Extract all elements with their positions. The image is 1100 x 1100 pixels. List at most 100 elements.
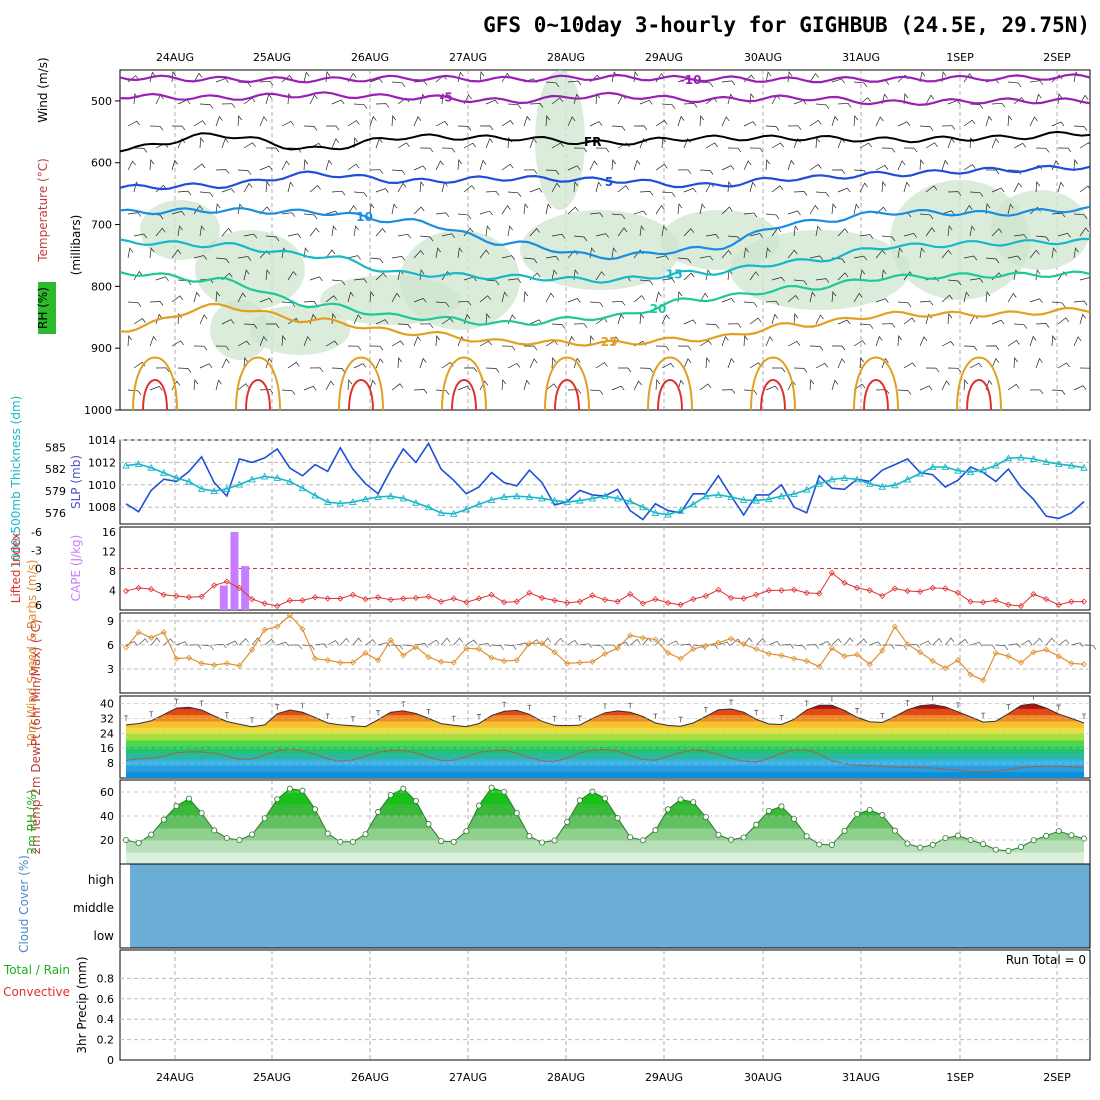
thickness-point [412,498,420,506]
wind-barb [485,279,500,286]
wind-speed-point [425,653,432,661]
wind-barb [177,225,183,237]
wind-barb [969,225,976,237]
wind-barb [683,137,691,149]
wind-barb [699,383,712,391]
wind-barb [721,249,732,259]
wind-barb [353,191,368,198]
precip-ytick-label: 0 [107,1054,114,1067]
top-date-1: 25AUG [253,51,291,64]
temp-minmax-bar [426,708,431,715]
wind-barb [353,363,367,369]
wind-barb [947,100,961,105]
wind-barb [215,379,222,391]
wind-barb [765,159,770,171]
bottom-date-0: 24AUG [156,1071,194,1084]
wind-barb [243,269,250,281]
wind-speed-point [450,659,457,666]
thickness-point [588,494,597,502]
wind-barb [947,225,953,237]
li-point [122,587,130,595]
wind-barb [303,385,317,391]
thickness-point [840,474,849,481]
wind-barb [611,336,620,347]
wind-barb [237,383,250,391]
wind-barb [1079,313,1086,325]
wind-barb [683,103,698,108]
rh-point [387,792,394,799]
wind-barb [199,363,213,369]
surface-wind-barb [554,637,564,646]
wind-barb [413,250,424,259]
top-date-labels: 24AUG 25AUG 26AUG 27AUG 28AUG 29AUG 30AUG 31AUG… [156,51,1071,64]
li-point [513,598,520,605]
wind-barb [963,379,969,391]
wind-barb [177,138,186,149]
rh-band [126,787,1084,793]
wind-barb [419,357,427,369]
thickness-point [689,500,697,508]
temp-ytick-label: 32 [100,712,114,725]
bottom-date-9: 2SEP [1043,1071,1071,1084]
rh-point [186,795,193,802]
slp-ytick-label: 1008 [88,501,116,514]
wind-barb [683,272,695,281]
wind-speed-point [236,662,243,669]
temp-minmax-bar [603,703,607,709]
surface-wind-barb [869,641,882,647]
temp-minmax-bar [855,708,860,714]
wind-barb [419,323,434,329]
surface-wind-barb [315,643,328,649]
wind-barb [1073,125,1088,131]
wind-barb [1073,300,1088,306]
wind-speed-point [879,647,886,654]
wind-barb [265,323,280,329]
rh-point [551,837,558,844]
isotherm-line [120,205,1090,261]
wind-speed-point [1005,653,1012,660]
wind-barb [727,147,742,153]
wind-barb [837,319,851,325]
wind-barb [941,71,947,83]
cape-ytick-label: 12 [102,545,116,558]
thickness-point [273,474,282,481]
wind-barb [699,169,714,175]
wind-barb [435,301,450,308]
wind-barb [1051,389,1066,395]
wind-barb [859,323,874,329]
wind-barb [963,164,976,171]
wind-barb [618,367,632,373]
surface-wind-barb [945,637,955,646]
rh-point [854,810,861,817]
bottom-date-6: 30AUG [744,1071,782,1084]
wind-barb [155,276,169,282]
wind-barb [611,125,626,131]
wind-barb [947,137,955,149]
wind-barb [831,115,839,127]
wind-barb [1079,142,1090,149]
wind-barb [325,340,338,347]
cloud-level-high: high [88,873,114,887]
wind-barb [721,206,733,215]
wind-barb [375,103,390,108]
wind-barb [969,278,984,283]
wind-speed-point [904,641,911,648]
temp-contour-30 [956,356,1002,410]
temp-ylabel: 2m Temp 2m DewPt (6hr Min/Max) (°C) [29,619,43,854]
temp-band [126,746,1084,754]
wind-barb [875,116,884,127]
wind-speed-point [538,640,546,647]
wind-barb [771,313,779,325]
temp-contour-35 [554,379,580,410]
rh-ytick-label: 40 [100,810,114,823]
cape-bar-0 [219,585,228,610]
wind-barb [699,255,714,261]
wind-barb [523,379,530,391]
wind-barb [809,164,822,171]
temp-contour-35 [760,379,786,410]
wind-barb [567,116,576,127]
wind-barb [1057,232,1071,238]
isotherm-label: 10 [356,210,373,224]
wind-barb [375,227,386,237]
rh-point [337,838,344,845]
